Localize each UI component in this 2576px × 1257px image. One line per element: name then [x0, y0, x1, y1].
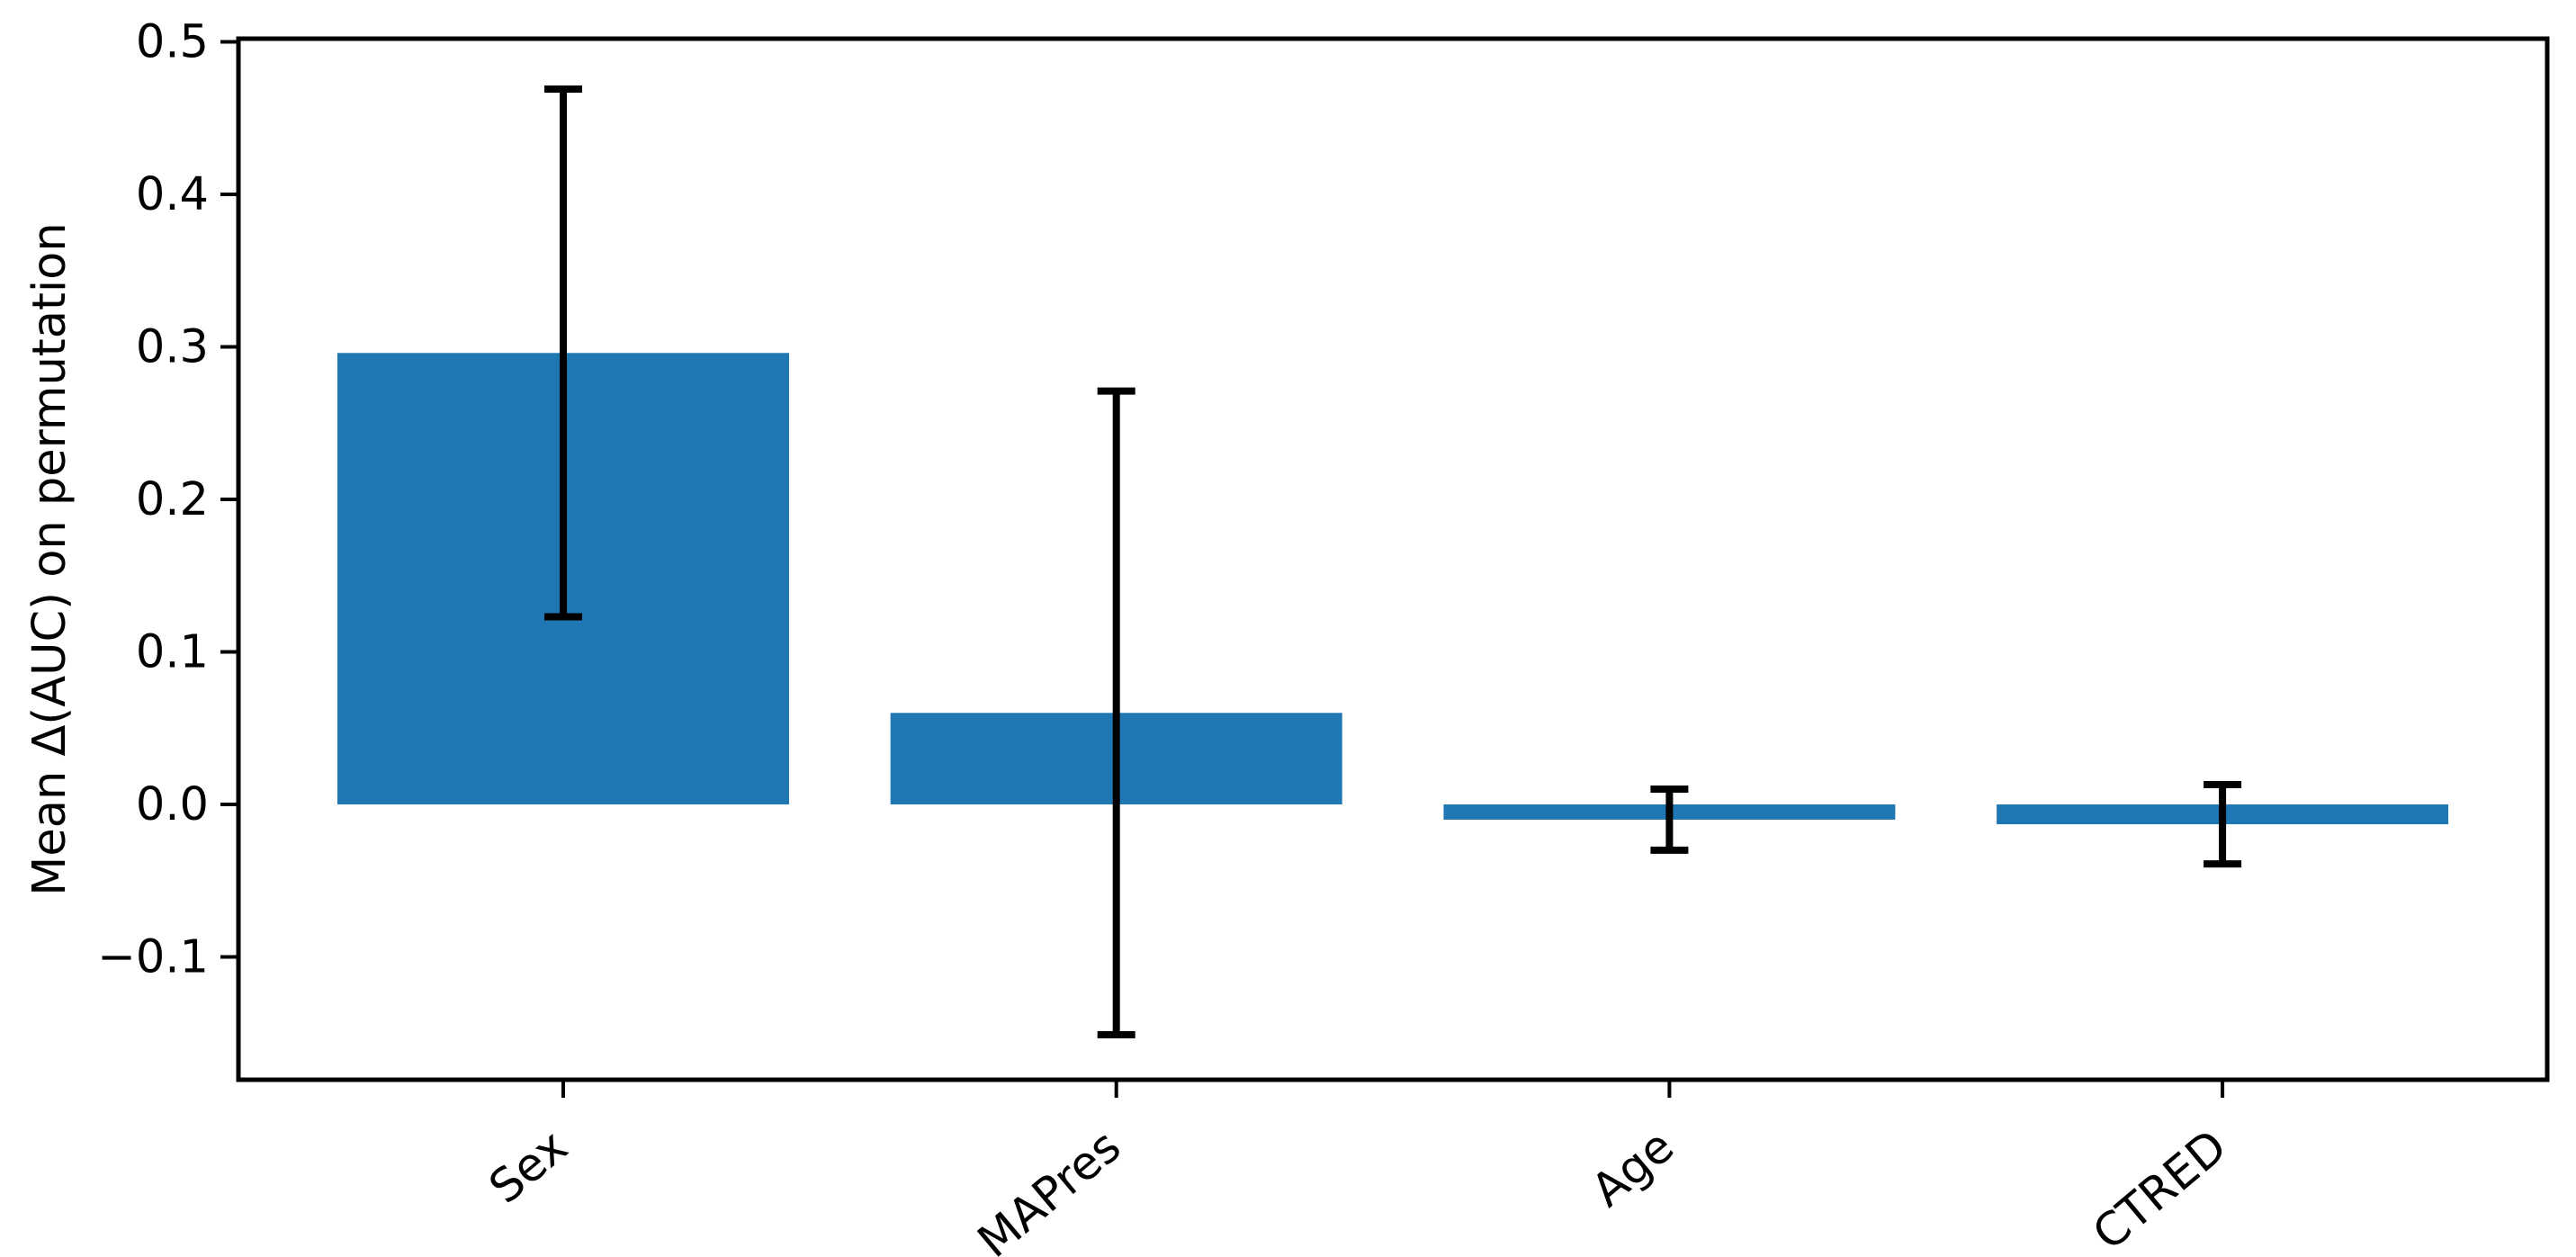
error-bar-mapres: [1097, 387, 1135, 1038]
y-tick-label-6: −0.1: [97, 931, 209, 984]
y-axis-label: Mean Δ(AUC) on permutation: [23, 222, 76, 895]
y-tick-label-0: 0.5: [136, 16, 209, 69]
y-tick-label-1: 0.4: [136, 168, 209, 221]
y-tick-label-5: 0.0: [136, 778, 209, 831]
y-tick-label-3: 0.2: [136, 473, 209, 526]
error-bar-ctred: [2204, 780, 2242, 868]
y-tick-label-4: 0.1: [136, 626, 209, 679]
error-bar-age: [1650, 786, 1689, 854]
y-tick-label-2: 0.3: [136, 321, 209, 374]
axes-border: [236, 36, 2550, 1082]
error-bar-sex: [544, 85, 582, 621]
